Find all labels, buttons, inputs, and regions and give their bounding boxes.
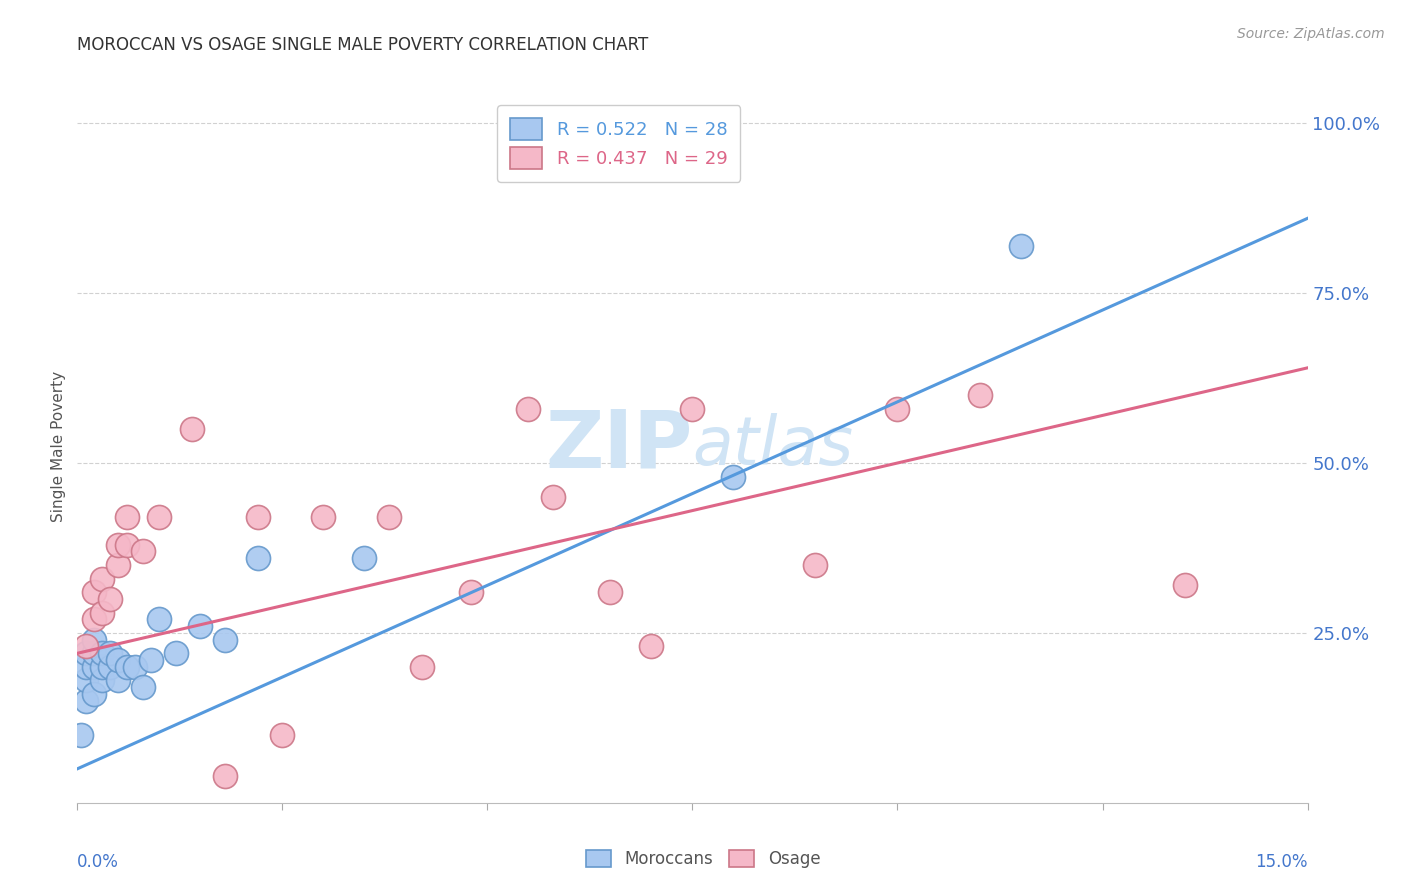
Point xyxy=(75,673,97,688)
Text: 15.0%: 15.0% xyxy=(1256,853,1308,871)
Point xyxy=(90,646,114,660)
Point xyxy=(246,510,269,524)
Point xyxy=(90,606,114,620)
Point xyxy=(107,558,129,572)
Point xyxy=(599,585,621,599)
Point xyxy=(83,660,105,674)
Point xyxy=(132,544,155,558)
Point xyxy=(98,646,121,660)
Point xyxy=(181,422,204,436)
Point xyxy=(107,653,129,667)
Text: Source: ZipAtlas.com: Source: ZipAtlas.com xyxy=(1237,27,1385,41)
Text: atlas: atlas xyxy=(693,413,853,479)
Point xyxy=(460,585,482,599)
Point xyxy=(682,401,704,416)
Point xyxy=(107,537,129,551)
Legend: R = 0.522   N = 28, R = 0.437   N = 29: R = 0.522 N = 28, R = 0.437 N = 29 xyxy=(498,105,740,182)
Point xyxy=(214,769,236,783)
Point xyxy=(90,673,114,688)
Point xyxy=(1010,238,1032,252)
Point xyxy=(148,612,170,626)
Point xyxy=(115,510,138,524)
Point xyxy=(83,632,105,647)
Legend: Moroccans, Osage: Moroccans, Osage xyxy=(579,843,827,875)
Point xyxy=(75,640,97,654)
Point xyxy=(541,490,564,504)
Point xyxy=(411,660,433,674)
Point xyxy=(83,612,105,626)
Point xyxy=(98,591,121,606)
Text: ZIP: ZIP xyxy=(546,407,693,485)
Point xyxy=(115,660,138,674)
Point xyxy=(1174,578,1197,592)
Point xyxy=(107,673,129,688)
Point xyxy=(886,401,908,416)
Point xyxy=(75,646,97,660)
Point xyxy=(115,537,138,551)
Point xyxy=(70,728,93,742)
Point xyxy=(723,469,745,483)
Point xyxy=(378,510,401,524)
Point xyxy=(148,510,170,524)
Point xyxy=(83,646,105,660)
Point xyxy=(90,660,114,674)
Point xyxy=(165,646,187,660)
Point xyxy=(124,660,146,674)
Point xyxy=(90,572,114,586)
Point xyxy=(141,653,163,667)
Point xyxy=(271,728,294,742)
Point xyxy=(804,558,827,572)
Y-axis label: Single Male Poverty: Single Male Poverty xyxy=(51,370,66,522)
Point xyxy=(353,551,375,566)
Point xyxy=(75,694,97,708)
Point xyxy=(98,660,121,674)
Point xyxy=(132,680,155,694)
Text: 0.0%: 0.0% xyxy=(77,853,120,871)
Point xyxy=(75,660,97,674)
Point xyxy=(188,619,212,633)
Point xyxy=(969,388,991,402)
Point xyxy=(83,687,105,701)
Point xyxy=(83,585,105,599)
Point xyxy=(214,632,236,647)
Point xyxy=(246,551,269,566)
Text: MOROCCAN VS OSAGE SINGLE MALE POVERTY CORRELATION CHART: MOROCCAN VS OSAGE SINGLE MALE POVERTY CO… xyxy=(77,36,648,54)
Point xyxy=(312,510,335,524)
Point xyxy=(517,401,540,416)
Point xyxy=(640,640,662,654)
